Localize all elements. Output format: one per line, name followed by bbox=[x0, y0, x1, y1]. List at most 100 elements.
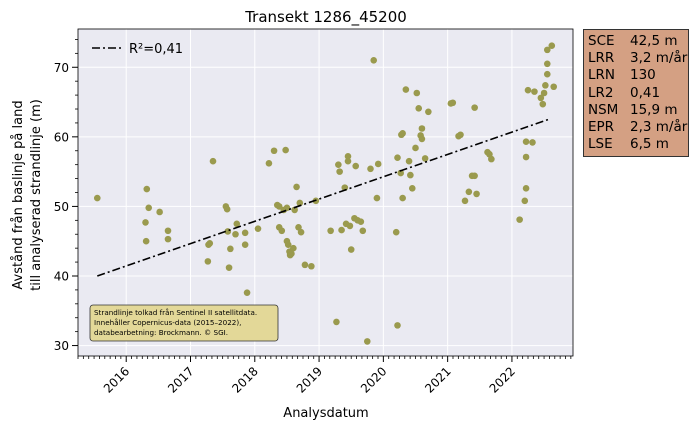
legend-label: R²=0,41 bbox=[129, 42, 183, 57]
data-point bbox=[418, 125, 426, 132]
x-tick-label: 2017 bbox=[165, 364, 196, 395]
data-point bbox=[367, 165, 374, 173]
data-point bbox=[374, 160, 382, 168]
data-point bbox=[223, 205, 231, 213]
plot-area bbox=[78, 29, 573, 356]
data-point bbox=[543, 70, 551, 78]
y-tick-label: 70 bbox=[54, 61, 69, 75]
data-point bbox=[241, 229, 249, 237]
data-point bbox=[232, 230, 239, 238]
data-point bbox=[352, 162, 360, 170]
data-point bbox=[394, 154, 401, 162]
data-point bbox=[164, 235, 172, 243]
x-tick-label: 2019 bbox=[294, 364, 325, 395]
data-point bbox=[233, 220, 241, 228]
annotation-box bbox=[89, 304, 279, 342]
data-point bbox=[282, 146, 289, 154]
data-point bbox=[521, 197, 529, 205]
data-point bbox=[543, 46, 551, 54]
data-point bbox=[254, 225, 262, 232]
x-tick-label: 2020 bbox=[358, 364, 389, 395]
stat-key: LRR bbox=[588, 50, 615, 67]
data-point bbox=[265, 159, 273, 167]
stat-row-epr: EPR 2,3 m/år bbox=[588, 119, 688, 136]
data-point bbox=[357, 218, 365, 226]
data-point bbox=[522, 185, 530, 192]
stat-key: SCE bbox=[588, 33, 615, 49]
data-point bbox=[370, 57, 378, 64]
x-tick-label: 2016 bbox=[101, 364, 132, 395]
data-point bbox=[143, 185, 151, 193]
data-point bbox=[543, 60, 551, 68]
data-point bbox=[241, 241, 249, 248]
data-point bbox=[142, 237, 150, 245]
stat-row-lrr: LRR 3,2 m/år bbox=[588, 50, 688, 67]
data-point bbox=[529, 139, 536, 146]
stat-key: LR2 bbox=[588, 84, 614, 101]
annotation-line-1: Strandlinje tolkad från Sentinel II sate… bbox=[94, 308, 257, 317]
stat-value: 6,5 m bbox=[630, 136, 669, 153]
data-point bbox=[338, 226, 345, 234]
data-point bbox=[142, 219, 149, 226]
data-point bbox=[405, 157, 413, 165]
stat-value: 130 bbox=[630, 67, 656, 84]
data-point bbox=[270, 147, 278, 155]
data-point bbox=[402, 86, 410, 93]
data-point bbox=[297, 228, 305, 236]
data-point bbox=[308, 262, 315, 270]
y-axis-label-line-1: Avstånd från baslinje på land bbox=[11, 100, 26, 289]
data-point bbox=[243, 289, 251, 296]
legend: R²=0,41 bbox=[92, 42, 183, 57]
data-point bbox=[347, 246, 355, 253]
data-point bbox=[408, 185, 416, 192]
data-point bbox=[344, 157, 352, 165]
data-point bbox=[145, 204, 153, 212]
data-point bbox=[288, 250, 295, 258]
data-point bbox=[522, 138, 530, 146]
x-axis-label: Analysdatum bbox=[283, 406, 368, 421]
data-point bbox=[295, 223, 302, 231]
data-point bbox=[550, 83, 558, 91]
data-point bbox=[335, 161, 342, 168]
data-point bbox=[363, 338, 371, 345]
data-point bbox=[283, 204, 291, 212]
data-point bbox=[344, 153, 352, 160]
data-point bbox=[516, 216, 523, 223]
data-points bbox=[93, 42, 558, 345]
data-point bbox=[412, 144, 419, 152]
data-point bbox=[449, 99, 457, 107]
y-tick-label: 50 bbox=[54, 200, 69, 214]
data-point bbox=[413, 89, 421, 97]
data-point bbox=[465, 188, 473, 196]
data-point bbox=[209, 157, 217, 165]
stat-row-lr2: LR2 0,41 bbox=[588, 85, 688, 102]
x-tick-label: 2022 bbox=[487, 364, 518, 395]
x-tick-label: 2021 bbox=[422, 364, 453, 395]
data-point bbox=[346, 222, 354, 230]
data-point bbox=[457, 131, 464, 139]
data-point bbox=[542, 82, 549, 89]
data-point bbox=[548, 42, 556, 49]
data-point bbox=[399, 130, 406, 137]
annotation-line-3: databearbetning: Brockmann. © SGI. bbox=[94, 328, 228, 337]
data-point bbox=[397, 169, 405, 177]
chart-title: Transekt 1286_45200 bbox=[244, 8, 407, 27]
stat-value: 42,5 m bbox=[630, 33, 678, 49]
data-point bbox=[291, 206, 298, 214]
data-point bbox=[278, 227, 286, 235]
y-axis-label-line-2: till analyserad strandlinje (m) bbox=[29, 99, 44, 291]
grid bbox=[78, 29, 573, 356]
stat-key: EPR bbox=[588, 119, 615, 136]
data-point bbox=[471, 172, 478, 180]
data-point bbox=[522, 153, 530, 161]
data-point bbox=[539, 100, 547, 108]
stat-value: 2,3 m/år bbox=[630, 119, 688, 136]
data-point bbox=[471, 104, 478, 111]
stat-key: LRN bbox=[588, 67, 615, 84]
data-point bbox=[415, 105, 423, 112]
data-point bbox=[394, 322, 401, 329]
data-point bbox=[473, 190, 480, 198]
stat-value: 0,41 bbox=[630, 84, 661, 101]
data-point bbox=[399, 194, 406, 202]
